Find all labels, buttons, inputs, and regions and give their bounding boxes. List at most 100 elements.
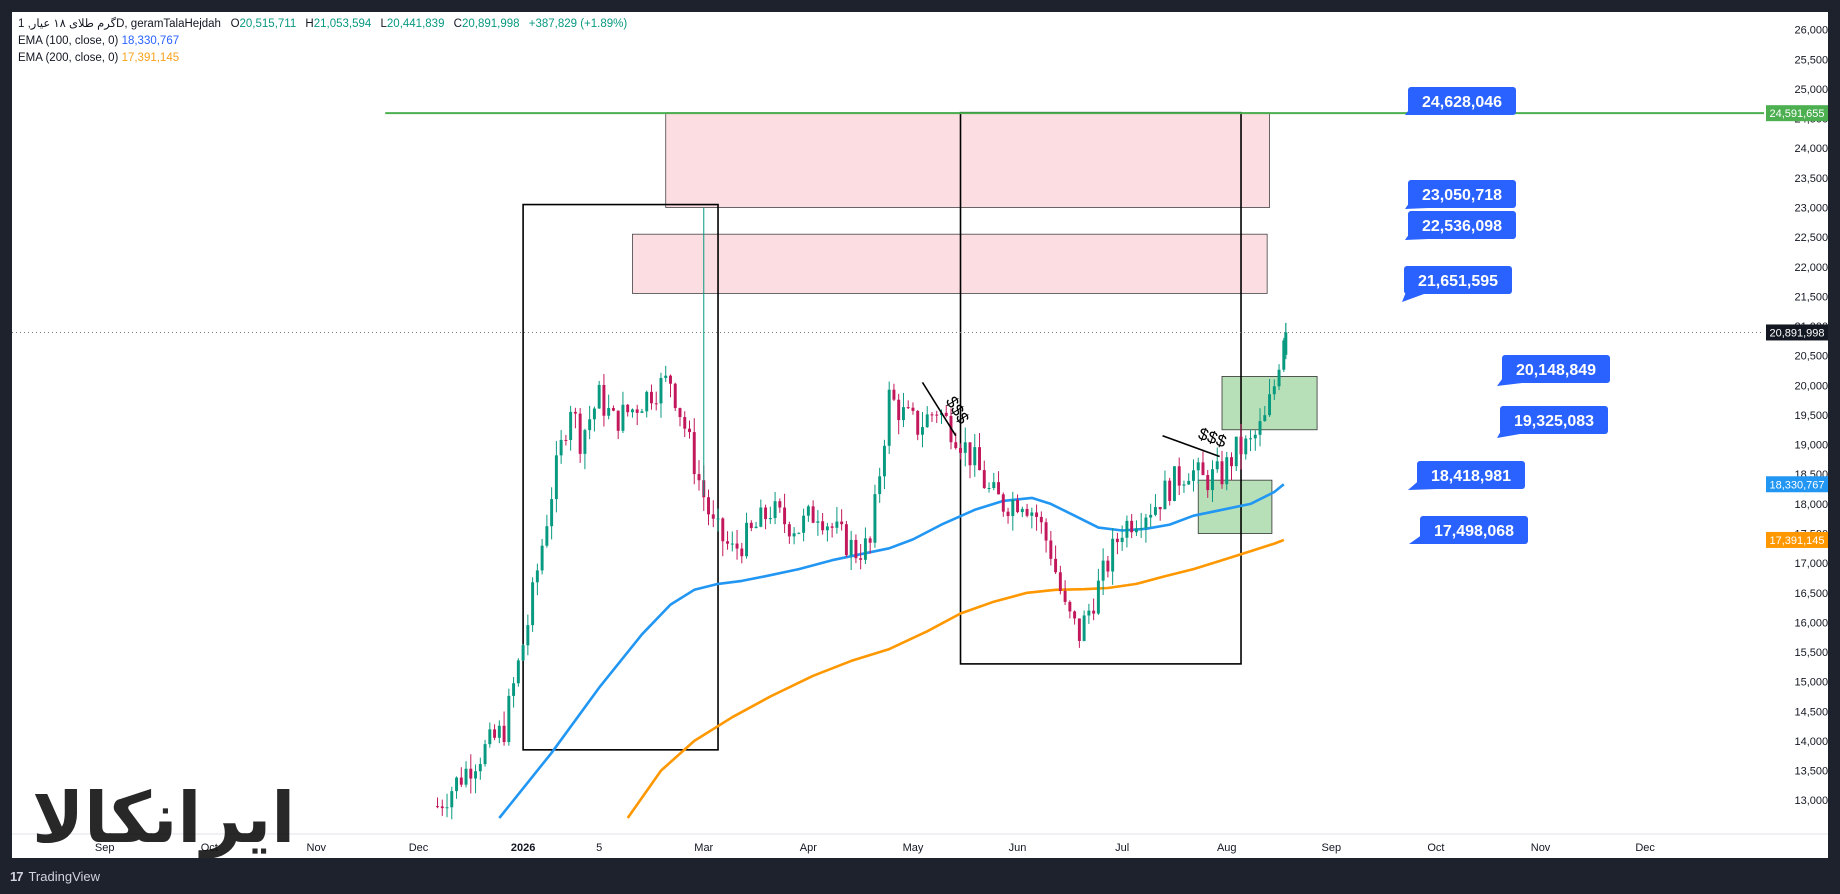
candle-body bbox=[1149, 514, 1153, 518]
candle-body bbox=[450, 791, 454, 808]
candle-body bbox=[1082, 615, 1086, 641]
candle-body bbox=[474, 771, 478, 779]
time-axis-tick-label: Aug bbox=[1217, 842, 1237, 854]
price-badge bbox=[1766, 324, 1828, 341]
candle-body bbox=[882, 445, 886, 477]
candle-body bbox=[930, 414, 934, 416]
time-axis-bg bbox=[12, 834, 1828, 858]
candle-body bbox=[887, 389, 891, 446]
liquidity-trendline-2 bbox=[1162, 434, 1220, 458]
candle-body bbox=[455, 777, 459, 792]
candle-body bbox=[1044, 522, 1048, 541]
plot-area: $$$$$$ bbox=[12, 111, 1764, 820]
liquidity-label-1: $$$ bbox=[942, 393, 973, 428]
candle-body bbox=[1068, 601, 1072, 612]
price-axis-tick-label: 19,000,000 bbox=[1794, 440, 1828, 452]
price-callout-7: 18,418,981 bbox=[1408, 461, 1525, 490]
candle-body bbox=[982, 470, 986, 488]
candle-body bbox=[445, 807, 449, 809]
candle-body bbox=[1054, 558, 1058, 573]
candle-body bbox=[626, 404, 630, 413]
legend-high: 21,053,594 bbox=[313, 18, 372, 30]
price-callout-box bbox=[1408, 87, 1516, 115]
candle-body bbox=[854, 539, 858, 559]
candle-body bbox=[1220, 461, 1224, 485]
candle-body bbox=[678, 408, 682, 418]
price-axis-tick-label: 20,500,000 bbox=[1794, 351, 1828, 363]
candle-body bbox=[849, 539, 853, 556]
price-callout-box bbox=[1404, 266, 1512, 294]
legend-ema200-row[interactable]: EMA (200, close, 0) 17,391,145 bbox=[18, 50, 633, 67]
legend-symbol[interactable]: گرم طلای ۱۸ عیار, 1D, geramTalaHejdah bbox=[18, 18, 221, 30]
candle-body bbox=[897, 399, 901, 421]
price-callout-1: 24,628,046 bbox=[1405, 87, 1516, 115]
candle-body bbox=[1001, 494, 1005, 512]
price-axis-tick-label: 22,000,000 bbox=[1794, 262, 1828, 274]
candle-body bbox=[711, 514, 715, 519]
candle-body bbox=[512, 683, 516, 696]
candle-body bbox=[669, 375, 672, 384]
candle-body bbox=[1249, 438, 1252, 440]
candle-body bbox=[749, 522, 753, 529]
candle-body bbox=[516, 660, 520, 684]
candle-body bbox=[797, 532, 801, 534]
candle-body bbox=[683, 417, 687, 429]
price-callout-label: 19,325,083 bbox=[1514, 413, 1594, 430]
price-chart[interactable]: $$$$$$24,628,046 23,050,718 22,536,098 21,6… bbox=[12, 12, 1828, 858]
tradingview-logo-icon: 17 bbox=[10, 869, 24, 884]
candle-body bbox=[726, 541, 730, 544]
price-badge-label: 17,391,145 bbox=[1769, 535, 1824, 547]
price-callout-2: 23,050,718 bbox=[1405, 180, 1516, 209]
time-axis-tick-label: Oct bbox=[1427, 842, 1444, 854]
price-callout-box bbox=[1420, 516, 1528, 544]
candle-body bbox=[1253, 434, 1257, 439]
chart-frame[interactable]: $$$ $$$ 24,628,046 23,050,718 22,536,098 21,6… bbox=[12, 12, 1828, 858]
legend-close: 20,891,998 bbox=[461, 18, 520, 30]
supply-zone-2 bbox=[632, 233, 1268, 294]
legend-ema200-value: 17,391,145 bbox=[121, 52, 180, 64]
candle-body bbox=[1125, 520, 1129, 538]
time-axis-tick-label: Jun bbox=[1009, 842, 1027, 854]
candle-body bbox=[1277, 369, 1281, 387]
candle-body bbox=[621, 404, 625, 431]
candle-body bbox=[559, 439, 563, 456]
ema100-line bbox=[498, 483, 1285, 819]
candle-body bbox=[764, 507, 768, 520]
price-callout-4: 21,651,595 bbox=[1402, 266, 1512, 302]
candle-body bbox=[583, 430, 587, 454]
price-axis-bg bbox=[1764, 12, 1828, 858]
time-axis-tick-label: Apr bbox=[800, 842, 817, 854]
time-axis-tick-label: Sep bbox=[1322, 842, 1342, 854]
candle-body bbox=[1163, 480, 1167, 510]
candle-body bbox=[821, 521, 825, 531]
tradingview-logo[interactable]: 17 TradingView bbox=[10, 869, 100, 884]
price-callout-8: 17,498,068 bbox=[1409, 516, 1528, 544]
candle-body bbox=[959, 448, 962, 453]
candle-body bbox=[478, 764, 482, 772]
candle-body bbox=[630, 409, 634, 413]
price-callout-label: 18,418,981 bbox=[1431, 468, 1511, 485]
time-axis-tick-label: 5 bbox=[596, 842, 602, 854]
candle-body bbox=[1206, 475, 1210, 491]
candle-body bbox=[892, 389, 896, 400]
price-axis-tick-label: 16,500,000 bbox=[1794, 588, 1828, 600]
legend-ema100-row[interactable]: EMA (100, close, 0) 18,330,767 bbox=[18, 33, 633, 50]
candle-body bbox=[1244, 438, 1248, 455]
time-axis-tick-label: Nov bbox=[307, 842, 327, 854]
candle-body bbox=[906, 407, 910, 409]
candle-body bbox=[916, 410, 920, 435]
candle-body bbox=[1096, 580, 1100, 614]
ema200-line bbox=[626, 538, 1285, 819]
candle-body bbox=[483, 744, 487, 765]
candle-body bbox=[873, 494, 877, 543]
candle-body bbox=[963, 442, 967, 453]
footer-bar: 17 TradingView bbox=[0, 858, 1840, 894]
price-badge bbox=[1766, 105, 1828, 122]
watermark-logo: ایرانکالا bbox=[32, 777, 295, 858]
candle-body bbox=[1263, 415, 1267, 422]
candle-body bbox=[554, 455, 558, 500]
candle-body bbox=[1177, 466, 1181, 486]
liquidity-trendline-1 bbox=[921, 381, 957, 437]
candle-body bbox=[673, 383, 677, 409]
candle-body bbox=[1168, 480, 1172, 501]
